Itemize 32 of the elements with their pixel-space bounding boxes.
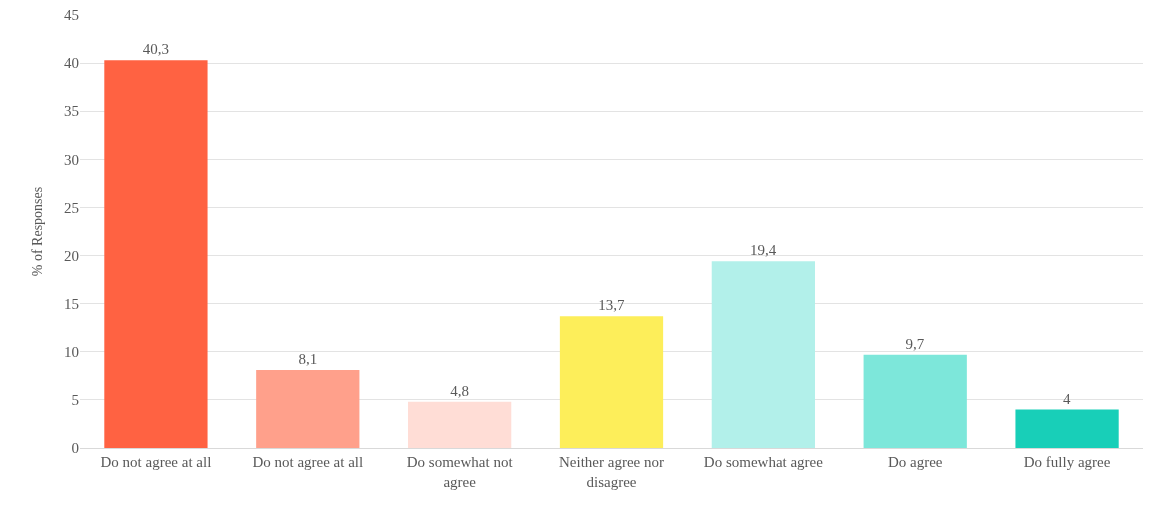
y-tick-label: 5 <box>71 392 79 409</box>
y-tick-label: 20 <box>64 247 79 264</box>
y-tick-label: 45 <box>64 7 79 24</box>
y-tick-label: 35 <box>64 103 79 120</box>
x-tick-label: Do fully agree <box>1023 454 1111 470</box>
y-tick-label: 15 <box>64 295 79 312</box>
y-tick-label: 30 <box>64 151 79 168</box>
x-tick-label: Neither agree nor disagree <box>559 454 664 490</box>
x-tick-label: Do agree <box>887 454 943 470</box>
x-tick-label: Do not agree at all <box>252 454 364 470</box>
data-label: 4,8 <box>450 382 470 399</box>
data-label: 4 <box>1063 390 1072 407</box>
x-tick-label: Do somewhat not agree <box>406 454 514 490</box>
y-tick-label: 0 <box>71 440 79 457</box>
bar <box>711 261 815 448</box>
y-tick-label: 25 <box>64 199 79 216</box>
bar <box>256 370 360 448</box>
data-label: 13,7 <box>598 297 625 314</box>
data-label: 8,1 <box>298 351 318 368</box>
data-label: 19,4 <box>749 242 777 259</box>
bar <box>863 354 967 448</box>
bar <box>104 60 208 448</box>
x-tick-label: Do somewhat agree <box>703 454 824 470</box>
bar <box>1015 409 1119 448</box>
x-tick-label: Do not agree at all <box>100 454 212 470</box>
y-tick-label: 10 <box>64 344 79 361</box>
data-label: 40,3 <box>142 41 170 58</box>
data-label: 9,7 <box>905 335 925 352</box>
bar <box>408 401 512 448</box>
y-tick-label: 40 <box>64 55 79 72</box>
y-axis-title: % of Responses <box>29 186 45 277</box>
bar <box>559 316 664 448</box>
